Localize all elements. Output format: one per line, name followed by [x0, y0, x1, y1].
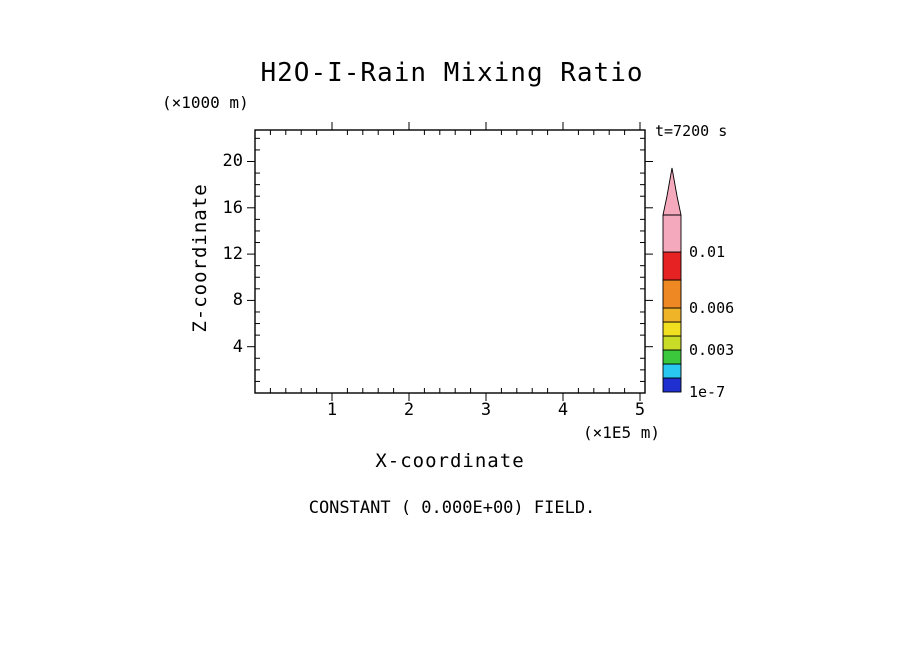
- y-tick-label: 8: [232, 290, 243, 310]
- colorbar-segment: [662, 307, 682, 323]
- x-tick-label: 2: [403, 400, 415, 420]
- colorbar-segment: [662, 377, 682, 393]
- y-tick-label: 4: [232, 337, 243, 357]
- colorbar-label: 1e-7: [689, 383, 726, 401]
- colorbar-label: 0.006: [689, 299, 735, 317]
- field-caption: CONSTANT ( 0.000E+00) FIELD.: [308, 498, 596, 518]
- colorbar-segment: [662, 279, 682, 309]
- colorbar-overflow-arrow-icon: [662, 167, 682, 216]
- colorbar-segment: [662, 251, 682, 281]
- colorbar-segment: [662, 363, 682, 379]
- y-tick-label: 16: [222, 198, 243, 218]
- x-axis-label: X-coordinate: [375, 450, 525, 472]
- y-tick-label: 20: [222, 151, 243, 171]
- colorbar-label: 0.003: [689, 341, 735, 359]
- x-tick-label: 3: [480, 400, 492, 420]
- y-axis-unit: (×1000 m): [162, 93, 249, 112]
- colorbar-segment: [662, 349, 682, 365]
- x-tick-label: 4: [557, 400, 569, 420]
- chart-title: H2O-I-Rain Mixing Ratio: [260, 58, 644, 88]
- colorbar-segment: [662, 321, 682, 337]
- time-label: t=7200 s: [655, 122, 728, 140]
- colorbar-segment: [662, 335, 682, 351]
- plot-frame: [254, 129, 646, 394]
- x-axis-unit: (×1E5 m): [582, 423, 660, 442]
- colorbar-label: 0.01: [689, 243, 726, 261]
- y-tick-label: 12: [222, 244, 243, 264]
- x-tick-label: 1: [326, 400, 338, 420]
- y-axis-label: Z-coordinate: [189, 183, 211, 333]
- colorbar-segment: [662, 214, 682, 253]
- x-tick-label: 5: [634, 400, 646, 420]
